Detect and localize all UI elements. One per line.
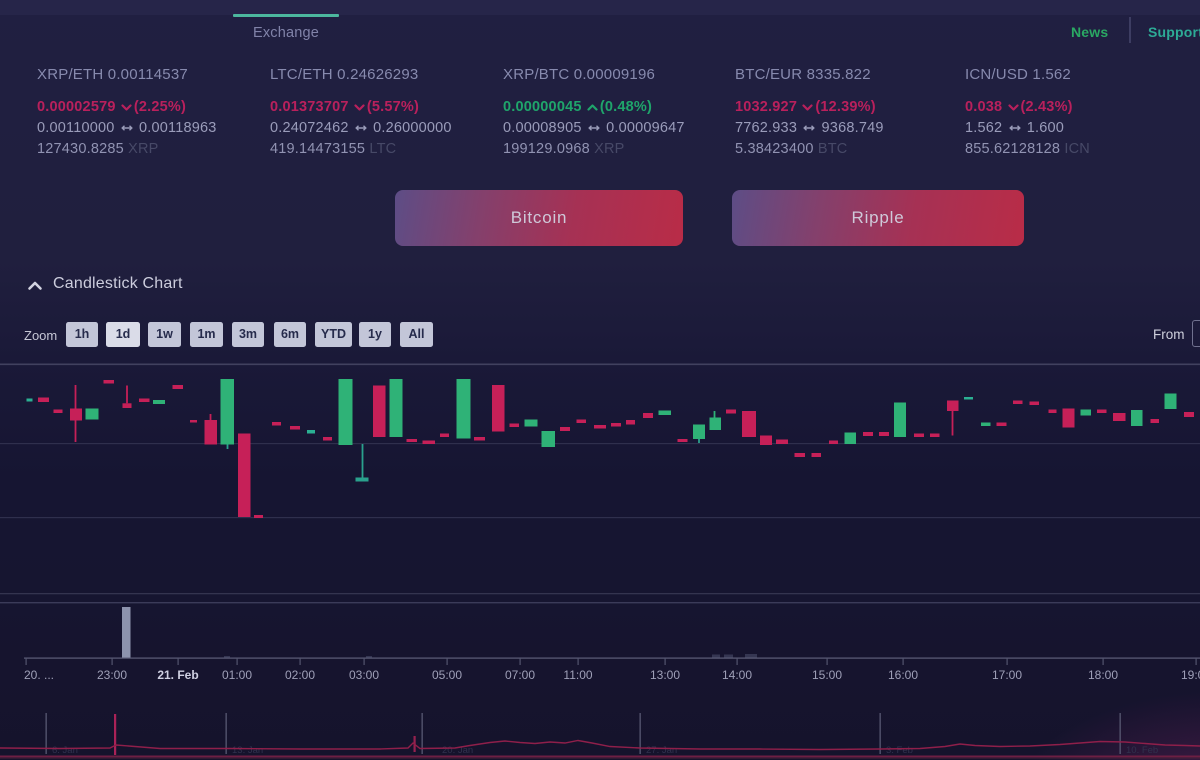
- svg-text:07:00: 07:00: [505, 668, 535, 682]
- svg-text:03:00: 03:00: [349, 668, 379, 682]
- svg-text:20. Jan: 20. Jan: [442, 745, 473, 756]
- svg-text:20. ...: 20. ...: [24, 668, 54, 682]
- svg-text:21. Feb: 21. Feb: [157, 668, 198, 682]
- svg-text:13:00: 13:00: [650, 668, 680, 682]
- svg-text:16:00: 16:00: [888, 668, 918, 682]
- svg-text:13. Jan: 13. Jan: [232, 745, 263, 756]
- svg-text:6. Jan: 6. Jan: [52, 745, 78, 756]
- svg-text:3. Feb: 3. Feb: [886, 745, 913, 756]
- svg-text:10. Feb: 10. Feb: [1126, 745, 1158, 756]
- svg-text:15:00: 15:00: [812, 668, 842, 682]
- svg-text:17:00: 17:00: [992, 668, 1022, 682]
- svg-text:14:00: 14:00: [722, 668, 752, 682]
- svg-text:02:00: 02:00: [285, 668, 315, 682]
- svg-text:01:00: 01:00: [222, 668, 252, 682]
- svg-text:27. Jan: 27. Jan: [646, 745, 677, 756]
- svg-text:18:00: 18:00: [1088, 668, 1118, 682]
- svg-text:11:00: 11:00: [563, 668, 592, 682]
- svg-text:05:00: 05:00: [432, 668, 462, 682]
- svg-text:23:00: 23:00: [97, 668, 127, 682]
- svg-text:19:00: 19:00: [1181, 668, 1200, 682]
